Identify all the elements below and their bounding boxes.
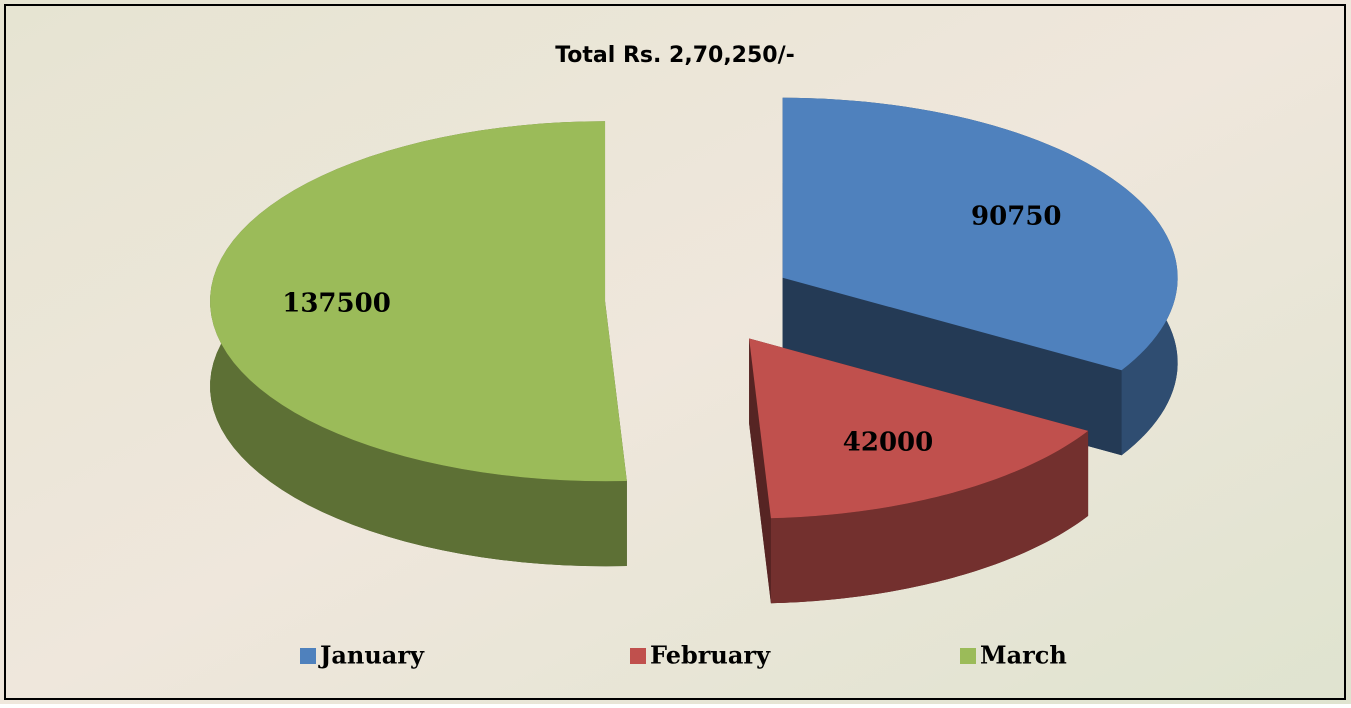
legend-label: February	[650, 641, 771, 670]
legend-swatch	[960, 648, 976, 664]
slice-side-wall	[782, 277, 1122, 456]
pie-slice	[749, 338, 1089, 519]
legend-label: January	[318, 641, 425, 670]
data-label: 90750	[971, 201, 1061, 231]
slice-outer-wall	[770, 430, 1089, 604]
pie-slice	[782, 97, 1178, 371]
slice-side-wall	[749, 338, 771, 604]
legend-label: March	[980, 641, 1067, 670]
chart-title: Total Rs. 2,70,250/-	[555, 43, 795, 68]
legend-swatch	[300, 648, 316, 664]
legend-swatch	[630, 648, 646, 664]
data-label: 137500	[282, 289, 391, 319]
pie-slice	[210, 121, 627, 482]
data-label: 42000	[843, 427, 933, 457]
chart-border	[4, 4, 1346, 700]
